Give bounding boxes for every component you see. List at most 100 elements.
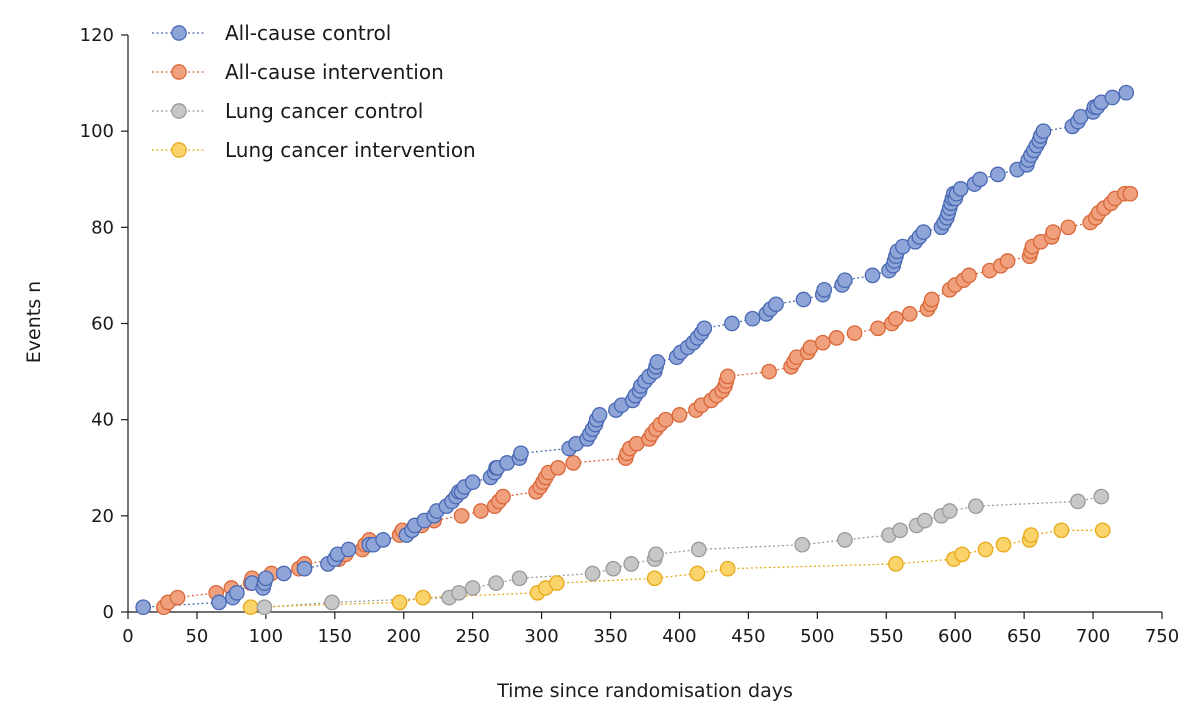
lung-cancer-control-point xyxy=(794,536,811,553)
lung-cancer-intervention-point xyxy=(548,575,565,591)
y-tick-label: 100 xyxy=(80,121,114,142)
lung-cancer-control-point xyxy=(324,594,340,611)
all-cause-control-point xyxy=(135,599,152,616)
all-cause-intervention-point xyxy=(814,334,831,351)
all-cause-control-point xyxy=(744,310,761,327)
legend-item-lung-cancer-intervention: Lung cancer intervention xyxy=(152,138,476,162)
lung-cancer-control-point xyxy=(690,541,707,558)
all-cause-control-point xyxy=(990,166,1006,183)
lung-cancer-intervention-point xyxy=(391,594,408,611)
all-cause-intervention-point xyxy=(473,503,489,519)
all-cause-intervention-point xyxy=(846,325,863,341)
legend-item-all-cause-control: All-cause control xyxy=(152,21,391,45)
all-cause-intervention-point xyxy=(901,306,918,322)
lung-cancer-intervention-point xyxy=(1053,522,1070,539)
lung-cancer-intervention-point xyxy=(1094,522,1111,539)
x-tick-label: 150 xyxy=(318,626,352,647)
all-cause-intervention-point xyxy=(888,310,904,327)
lung-cancer-control-point xyxy=(584,565,601,582)
lung-cancer-control-point xyxy=(464,580,481,596)
all-cause-control-point xyxy=(696,320,713,337)
y-tick-label: 80 xyxy=(91,217,114,238)
x-tick-label: 50 xyxy=(185,626,208,647)
legend-label: Lung cancer control xyxy=(225,99,423,123)
y-tick-label: 0 xyxy=(103,602,114,623)
all-cause-intervention-point xyxy=(828,330,845,346)
lung-cancer-intervention-point xyxy=(719,560,736,577)
lung-cancer-control-point xyxy=(917,512,933,529)
lung-cancer-control-point xyxy=(451,584,467,601)
all-cause-control-point xyxy=(972,171,988,188)
all-cause-control-point xyxy=(915,224,932,240)
all-cause-control-point xyxy=(768,296,784,313)
lung-cancer-intervention-point xyxy=(415,589,431,606)
lung-cancer-control-points xyxy=(256,488,1110,616)
x-axis-title: Time since randomisation days xyxy=(496,680,793,702)
all-cause-control-points xyxy=(135,84,1135,616)
x-tick-label: 0 xyxy=(122,626,133,647)
lung-cancer-intervention-point xyxy=(242,599,259,616)
lung-cancer-control-point xyxy=(941,503,958,519)
lung-cancer-intervention-point xyxy=(954,546,970,563)
all-cause-control-point xyxy=(591,407,608,423)
all-cause-control-point xyxy=(375,532,391,548)
y-tick-label: 40 xyxy=(91,410,114,431)
lung-cancer-intervention-point xyxy=(977,541,994,558)
all-cause-intervention-point xyxy=(671,407,688,423)
all-cause-intervention-point xyxy=(999,253,1016,269)
x-tick-label: 600 xyxy=(938,626,972,647)
legend-marker xyxy=(171,64,187,80)
lung-cancer-control-point xyxy=(648,546,664,563)
all-cause-control-point xyxy=(258,570,274,587)
x-tick-label: 100 xyxy=(249,626,283,647)
all-cause-control-point xyxy=(795,291,812,308)
all-cause-control-point xyxy=(952,181,969,197)
x-tick-label: 200 xyxy=(387,626,421,647)
all-cause-intervention-point xyxy=(565,455,582,471)
all-cause-control-point xyxy=(296,560,313,577)
all-cause-intervention-point xyxy=(169,589,186,606)
legend-item-lung-cancer-control: Lung cancer control xyxy=(152,99,423,123)
lung-cancer-control-point xyxy=(968,498,984,515)
x-tick-label: 450 xyxy=(731,626,765,647)
all-cause-control-point xyxy=(724,315,740,332)
y-tick-label: 120 xyxy=(80,25,114,46)
x-tick-label: 550 xyxy=(869,626,903,647)
all-cause-intervention-point xyxy=(870,320,886,337)
all-cause-control-point xyxy=(464,474,481,491)
legend-marker xyxy=(171,103,187,119)
x-tick-label: 400 xyxy=(662,626,696,647)
all-cause-intervention-point xyxy=(961,267,977,284)
all-cause-control-point xyxy=(513,445,529,462)
all-cause-control-point xyxy=(1104,89,1121,106)
x-tick-label: 300 xyxy=(524,626,558,647)
all-cause-intervention-point xyxy=(550,459,566,476)
legend-label: All-cause intervention xyxy=(225,60,444,84)
lung-cancer-control-point xyxy=(892,522,908,539)
series-points xyxy=(135,84,1139,616)
all-cause-intervention-point xyxy=(1060,219,1077,236)
x-tick-label: 700 xyxy=(1076,626,1110,647)
lung-cancer-control-point xyxy=(488,575,504,591)
all-cause-intervention-point xyxy=(761,363,777,380)
all-cause-control-point xyxy=(864,267,881,284)
lung-cancer-control-point xyxy=(511,570,528,587)
lung-cancer-control-point xyxy=(1093,488,1110,505)
x-tick-label: 350 xyxy=(593,626,627,647)
lung-cancer-intervention-point xyxy=(1023,527,1039,543)
lung-cancer-control-point xyxy=(256,599,273,616)
all-cause-control-point xyxy=(211,594,227,611)
lung-cancer-intervention-points xyxy=(242,522,1111,616)
all-cause-control-point xyxy=(816,281,833,298)
series-lines xyxy=(143,92,1131,608)
lung-cancer-control-point xyxy=(1070,493,1086,510)
legend-marker xyxy=(171,142,187,158)
y-axis-title: Events n xyxy=(23,281,45,363)
all-cause-control-point xyxy=(1118,84,1135,101)
x-tick-label: 650 xyxy=(1007,626,1041,647)
lung-cancer-control-point xyxy=(605,560,622,577)
all-cause-control-point xyxy=(275,565,292,582)
legend-item-all-cause-intervention: All-cause intervention xyxy=(152,60,444,84)
legend-label: Lung cancer intervention xyxy=(225,138,476,162)
